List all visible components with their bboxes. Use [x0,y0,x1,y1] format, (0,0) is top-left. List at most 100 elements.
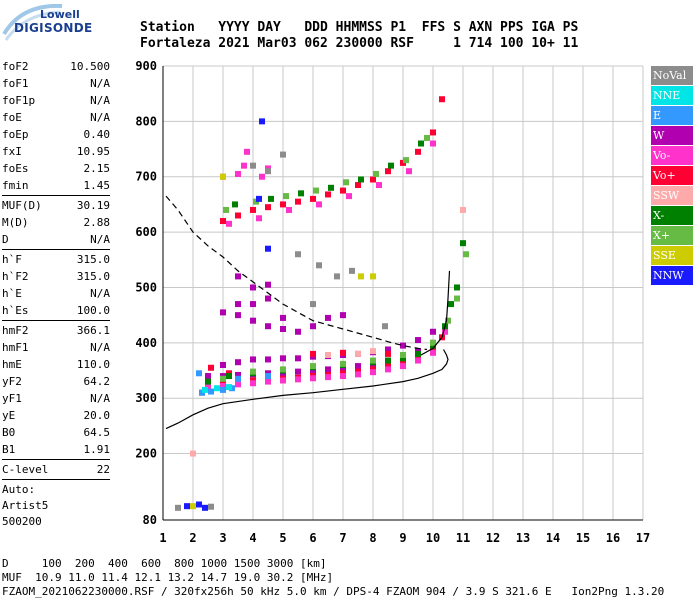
param-value: 1.45 [83,179,111,192]
x-tick-label: 3 [219,531,226,545]
data-point [415,337,421,344]
data-point [220,309,226,316]
sidebar-param-row: foF1 N/A [2,75,110,92]
data-point [325,374,331,381]
data-point [265,245,271,252]
sidebar-param-row: h`F 315.0 [2,251,110,268]
data-point [340,373,346,380]
sidebar-param-row: yF2 64.2 [2,373,110,390]
data-point [256,215,262,222]
data-point [415,357,421,364]
sidebar-param-row: fxI 10.95 [2,143,110,160]
x-tick-label: 5 [279,531,286,545]
param-value: 2.15 [83,162,111,175]
sidebar-param-row: hmF1 N/A [2,339,110,356]
data-point [205,373,211,380]
x-tick-label: 9 [399,531,406,545]
data-point [235,371,241,378]
sidebar-param-row: hmE 110.0 [2,356,110,373]
data-point [220,361,226,368]
data-point [214,385,220,392]
data-point [280,314,286,321]
data-point [241,162,247,169]
parameter-sidebar: foF2 10.500 foF1 N/A foF1p N/A foE N/A foEp 0.40 f… [2,58,110,529]
param-value: N/A [90,111,110,124]
sidebar-param-row: foEs 2.15 [2,160,110,177]
data-point [295,376,301,383]
data-point [235,359,241,366]
x-tick-label: 6 [309,531,316,545]
y-tick-label: 800 [135,114,157,128]
data-point [223,206,229,213]
param-value: 100.0 [76,304,110,317]
logo-text-line2: DIGISONDE [14,21,93,35]
data-point [340,349,346,356]
data-point [370,357,376,364]
data-point [310,363,316,370]
data-point [355,182,361,189]
data-point [196,501,202,508]
data-point [184,503,190,510]
data-point [310,350,316,357]
param-name: MUF(D) [2,199,42,212]
param-value: N/A [90,392,110,405]
param-value: N/A [90,77,110,90]
data-point [463,251,469,258]
sidebar-param-row: yE 20.0 [2,407,110,424]
data-point [265,168,271,175]
data-point [385,346,391,353]
lowell-digisonde-logo: Lowell DIGISONDE [2,4,112,52]
data-point [454,284,460,291]
param-name: foE [2,111,22,124]
data-point [295,198,301,205]
data-point [310,375,316,382]
data-point [265,378,271,385]
data-point [208,364,214,371]
param-name: C-level [2,463,49,476]
param-value: 22 [96,463,110,476]
x-tick-label: 14 [546,531,560,545]
sidebar-divider [2,249,110,250]
param-name: B1 [2,443,16,456]
sidebar-param-row: C-level 22 [2,461,110,478]
y-tick-label: 700 [135,170,157,184]
data-point [226,220,232,227]
data-point [328,184,334,191]
data-point [265,356,271,363]
legend-item: NNW [651,266,693,285]
sidebar-divider [2,195,110,196]
data-point [268,195,274,202]
data-point [400,355,406,362]
data-point [382,323,388,330]
data-point [250,368,256,375]
data-point [250,162,256,169]
x-tick-label: 1 [159,531,166,545]
legend-item: NoVal [651,66,693,85]
data-point [430,339,436,346]
param-name: foF1p [2,94,36,107]
data-point [325,191,331,198]
data-point [190,503,196,510]
sidebar-param-row: MUF(D) 30.19 [2,197,110,214]
sidebar-param-row: h`Es 100.0 [2,302,110,319]
logo-swoosh-icon [2,4,63,41]
x-tick-label: 8 [369,531,376,545]
data-point [430,140,436,147]
data-point [358,273,364,280]
sidebar-param-row: foF1p N/A [2,92,110,109]
param-value: 64.2 [83,375,111,388]
param-name: yF2 [2,375,22,388]
data-point [343,179,349,186]
data-point [220,379,226,386]
x-tick-label: 4 [249,531,256,545]
param-value: 20.0 [83,409,111,422]
data-point [220,173,226,180]
data-point [298,190,304,197]
data-point [265,204,271,211]
data-point [424,134,430,141]
y-tick-label: 300 [135,391,157,405]
param-name: foEs [2,162,29,175]
data-point [310,301,316,308]
data-point [454,295,460,302]
